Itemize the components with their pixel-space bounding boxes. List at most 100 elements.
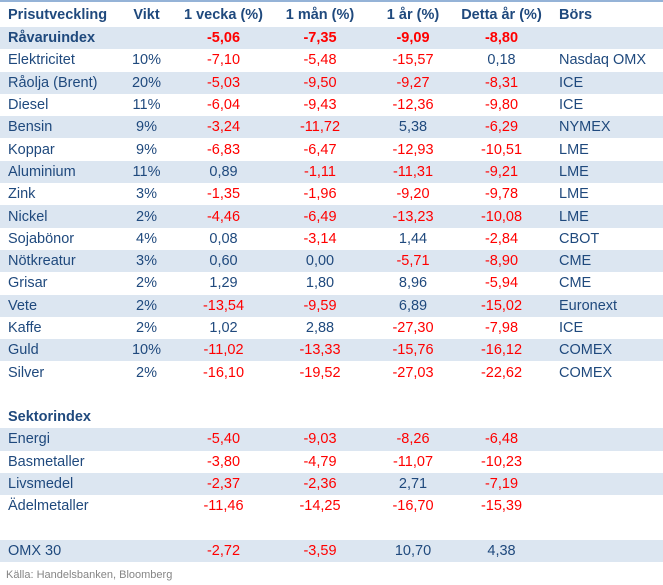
cell-bors: Euronext <box>559 297 618 314</box>
table-row: Elektricitet 10% -7,10 -5,48 -15,57 0,18 Nasda… <box>0 49 663 71</box>
cell-y1: -27,03 <box>392 364 434 381</box>
cell-m1: -1,11 <box>304 163 336 180</box>
cell-ytd: -7,19 <box>484 476 519 493</box>
cell-bors <box>545 428 663 450</box>
cell-y1 <box>368 406 458 428</box>
cell-m1: -9,43 <box>303 97 337 114</box>
cell-y1 <box>368 518 458 540</box>
cell-w1: 0,89 <box>209 163 238 180</box>
cell-vikt: 4% <box>136 230 157 247</box>
cell-m1: -9,59 <box>303 297 337 314</box>
cell-w1: -6,83 <box>206 141 241 158</box>
table-row: Råvaruindex -5,06 -7,35 -9,09 -8,80 <box>0 27 663 50</box>
cell-w1: -2,72 <box>206 542 241 559</box>
cell-y1: -15,76 <box>392 342 434 359</box>
cell-m1: -6,49 <box>303 208 337 225</box>
cell-name: Sojabönor <box>8 230 75 247</box>
cell-w1: -1,35 <box>206 186 241 203</box>
cell-y1: -9,27 <box>396 74 430 91</box>
cell-m1: -19,52 <box>299 364 341 381</box>
cell-vikt: 2% <box>136 297 157 314</box>
cell-y1 <box>368 384 458 406</box>
cell-m1: -14,25 <box>299 498 341 515</box>
cell-w1: -4,46 <box>206 208 241 225</box>
cell-w1: -5,03 <box>206 74 241 91</box>
cell-name: Koppar <box>8 141 55 158</box>
table-header-row: Prisutveckling Vikt 1 vecka (%) 1 mån (%) 1 … <box>0 2 663 27</box>
cell-ytd: -6,29 <box>484 119 519 136</box>
cell-w1: -3,24 <box>206 119 241 136</box>
cell-name: Råolja (Brent) <box>8 74 98 91</box>
cell-ytd: -8,31 <box>484 74 519 91</box>
cell-w1: -16,10 <box>202 364 245 381</box>
cell-ytd: -7,98 <box>484 320 519 336</box>
cell-bors: LME <box>559 163 589 180</box>
cell-m1: -7,35 <box>303 30 337 47</box>
cell-bors: COMEX <box>559 342 613 359</box>
cell-y1: 10,70 <box>394 542 432 559</box>
cell-y1: -8,26 <box>396 431 430 448</box>
cell-bors: ICE <box>559 97 584 114</box>
cell-ytd: -6,48 <box>484 431 519 448</box>
cell-vikt: 3% <box>136 186 157 203</box>
cell-ytd: -9,78 <box>484 186 519 203</box>
cell-name: Silver <box>8 364 45 381</box>
cell-w1: -5,40 <box>206 431 241 448</box>
cell-vikt: 2% <box>136 364 157 381</box>
cell-w1: -11,46 <box>203 498 244 515</box>
cell-name: Sektorindex <box>8 409 91 426</box>
cell-bors: CME <box>559 275 592 292</box>
cell-vikt <box>118 428 175 450</box>
cell-y1: 1,44 <box>398 230 428 247</box>
cell-name: Ädelmetaller <box>8 498 89 515</box>
cell-w1: 0,60 <box>209 253 238 270</box>
column-header-bors: Börs <box>559 6 593 23</box>
cell-vikt: 2% <box>136 320 157 336</box>
cell-ytd: -8,90 <box>484 253 519 270</box>
cell-bors: LME <box>559 186 589 203</box>
cell-m1: 2,88 <box>305 320 335 336</box>
cell-w1: -6,04 <box>206 97 241 114</box>
table-row: Silver 2% -16,10 -19,52 -27,03 -22,62 COMEX <box>0 361 663 383</box>
table-row: Diesel 11% -6,04 -9,43 -12,36 -9,80 ICE <box>0 94 663 116</box>
cell-name <box>0 384 118 406</box>
cell-ytd: -22,62 <box>480 364 523 381</box>
cell-m1: 1,80 <box>305 275 335 292</box>
source-note: Källa: Handelsbanken, Bloomberg <box>6 569 173 582</box>
cell-m1 <box>272 406 368 428</box>
column-header-w1: 1 vecka (%) <box>184 6 263 23</box>
cell-m1: 0,00 <box>305 253 335 270</box>
table-row: Koppar 9% -6,83 -6,47 -12,93 -10,51 LME <box>0 138 663 160</box>
cell-name: Bensin <box>8 119 53 136</box>
cell-bors <box>545 451 663 473</box>
cell-bors <box>545 495 663 517</box>
cell-y1: -11,31 <box>392 163 434 180</box>
cell-vikt: 10% <box>131 52 162 69</box>
cell-w1: 0,08 <box>209 230 238 247</box>
spacer-row <box>0 518 663 540</box>
cell-w1 <box>175 518 272 540</box>
cell-y1: 5,38 <box>398 119 428 136</box>
cell-vikt: 11% <box>132 163 161 180</box>
table-row: Zink 3% -1,35 -1,96 -9,20 -9,78 LME <box>0 183 663 205</box>
cell-ytd: -15,02 <box>480 297 523 314</box>
table-row: OMX 30 -2,72 -3,59 10,70 4,38 <box>0 539 663 563</box>
cell-vikt <box>118 495 175 517</box>
cell-bors: NYMEX <box>559 119 611 136</box>
cell-ytd: -10,51 <box>480 141 523 158</box>
cell-w1: -13,54 <box>202 297 245 314</box>
cell-bors: LME <box>559 141 589 158</box>
cell-m1 <box>272 384 368 406</box>
cell-name: Energi <box>8 431 50 448</box>
cell-name: Zink <box>8 186 36 203</box>
cell-ytd: -8,80 <box>484 30 519 47</box>
cell-vikt: 10% <box>131 342 162 359</box>
cell-m1: -5,48 <box>303 52 337 69</box>
column-header-name: Prisutveckling <box>8 6 108 23</box>
cell-name: Kaffe <box>8 320 42 336</box>
table-row: Guld 10% -11,02 -13,33 -15,76 -16,12 COMEX <box>0 339 663 362</box>
cell-m1: -9,03 <box>303 431 337 448</box>
spacer-row <box>0 384 663 406</box>
cell-y1: -5,71 <box>396 253 430 270</box>
